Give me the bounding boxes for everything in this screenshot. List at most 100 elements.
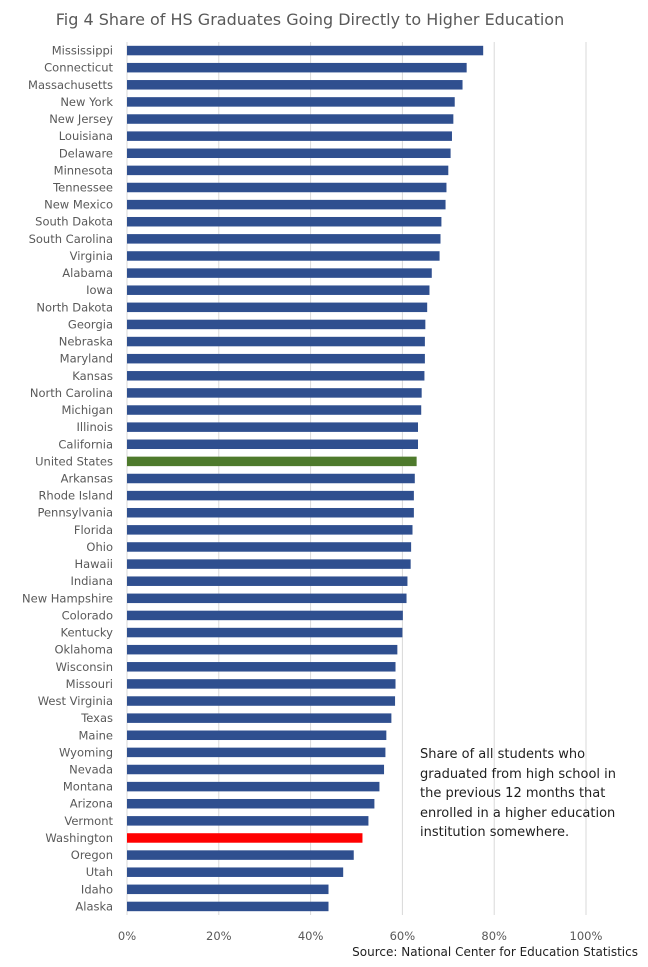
bar [127, 816, 369, 826]
bar [127, 182, 447, 193]
x-tick-label: 80% [481, 929, 507, 943]
bar [127, 371, 425, 381]
bar [127, 439, 419, 450]
bar [127, 165, 449, 176]
bar [127, 456, 417, 467]
category-label: Pennsylvania [37, 506, 113, 520]
category-label: Wyoming [59, 745, 113, 759]
bar [127, 542, 412, 552]
category-label: New Mexico [44, 198, 113, 212]
bar [127, 507, 414, 518]
category-label: Indiana [70, 574, 113, 588]
category-label: Oregon [71, 848, 113, 862]
bar [127, 285, 430, 295]
category-label: Ohio [86, 540, 113, 554]
category-label: Mississippi [52, 44, 113, 58]
bar [127, 80, 463, 90]
bar [127, 251, 440, 261]
bar [127, 850, 354, 860]
category-label: Georgia [68, 317, 113, 331]
bar [127, 696, 396, 706]
bar [127, 405, 422, 415]
bar [127, 490, 414, 501]
category-label: Montana [63, 780, 113, 794]
bar [127, 576, 408, 586]
category-label: Minnesota [54, 163, 113, 177]
bar [127, 216, 442, 227]
category-label: Oklahoma [54, 643, 113, 657]
category-label: Delaware [59, 146, 113, 160]
bar [127, 336, 425, 347]
bar [127, 525, 413, 535]
category-label: Arizona [70, 797, 113, 811]
bar [127, 884, 329, 895]
category-label: Maryland [60, 352, 113, 366]
category-label: Vermont [64, 814, 113, 828]
category-label: Nevada [69, 763, 113, 777]
category-label: Virginia [70, 249, 113, 263]
bar [127, 353, 425, 364]
category-label: Iowa [86, 283, 113, 297]
x-tick-label: 100% [570, 929, 603, 943]
category-label: Louisiana [59, 129, 113, 143]
x-tick-label: 60% [390, 929, 416, 943]
bar [127, 730, 387, 741]
category-label: Maine [78, 728, 113, 742]
bar [127, 148, 451, 159]
bar [127, 302, 428, 313]
bar [127, 644, 398, 655]
bar [127, 559, 411, 569]
bar [127, 422, 419, 432]
bar [127, 114, 454, 124]
category-label: United States [35, 454, 113, 468]
chart-annotation: Share of all students who graduated from… [420, 747, 617, 840]
bar [127, 319, 426, 330]
category-label: South Carolina [29, 232, 113, 246]
category-label: Illinois [77, 420, 114, 434]
x-tick-label: 40% [298, 929, 324, 943]
category-label: Texas [80, 711, 113, 725]
source-note: Source: National Center for Education St… [352, 945, 638, 959]
bar [127, 62, 467, 73]
category-label: Florida [74, 523, 113, 537]
chart-title: Fig 4 Share of HS Graduates Going Direct… [55, 10, 565, 29]
bar [127, 798, 375, 809]
category-label: Alaska [75, 899, 113, 913]
bar [127, 388, 422, 398]
category-label: Alabama [62, 266, 113, 280]
category-label: Nebraska [59, 335, 113, 349]
category-label: Hawaii [74, 557, 113, 571]
category-label: Colorado [62, 608, 113, 622]
category-label: Tennessee [52, 181, 113, 195]
category-label: Utah [86, 865, 113, 879]
bar [127, 679, 396, 689]
category-label: Massachusetts [28, 78, 113, 92]
bar [127, 627, 403, 638]
bar [127, 662, 396, 672]
bar [127, 610, 403, 621]
bar [127, 234, 441, 244]
bar [127, 593, 407, 604]
category-label: West Virginia [38, 694, 113, 708]
bar [127, 833, 363, 843]
category-label: Connecticut [44, 61, 113, 75]
category-label: South Dakota [35, 215, 113, 229]
bar [127, 131, 452, 141]
category-label: Missouri [66, 677, 113, 691]
category-label: California [58, 437, 113, 451]
bar [127, 781, 380, 792]
x-tick-label: 0% [118, 929, 136, 943]
category-label: Kentucky [60, 626, 113, 640]
category-label: Michigan [61, 403, 113, 417]
category-label: Washington [45, 831, 113, 845]
category-label: Kansas [72, 369, 113, 383]
x-tick-label: 20% [206, 929, 232, 943]
category-label: Wisconsin [56, 660, 113, 674]
category-label: New Hampshire [22, 591, 113, 605]
bar [127, 713, 392, 723]
category-label: Arkansas [61, 472, 113, 486]
category-label: New York [60, 95, 113, 109]
bar [127, 199, 446, 210]
bar [127, 45, 484, 56]
